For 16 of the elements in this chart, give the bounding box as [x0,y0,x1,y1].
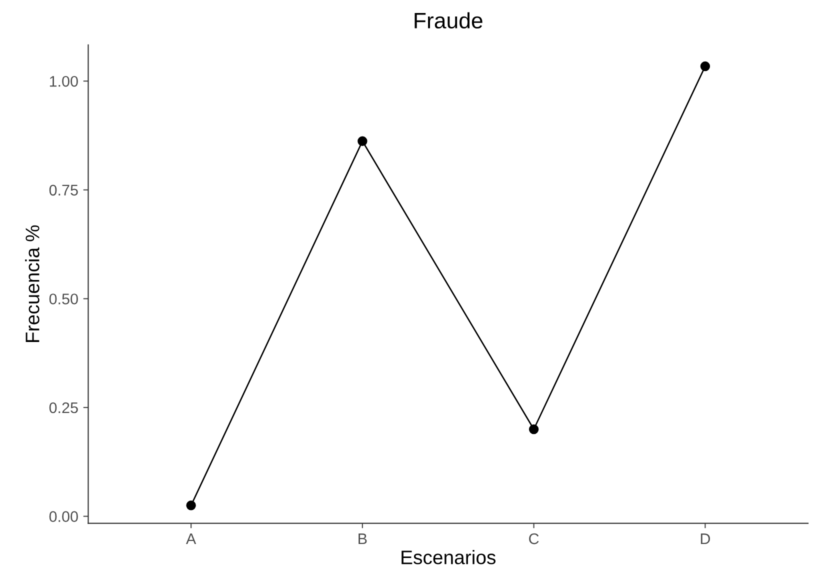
y-tick-label: 0.25 [49,402,78,414]
y-tick-label: 0.50 [49,294,78,304]
x-tick-label: A [186,534,196,544]
point [528,424,539,434]
y-tick-label: 1.00 [50,76,78,87]
x-tick-label: D [700,534,710,544]
x-axis-title: Escenarios [402,550,496,564]
chart-title: Fraude [414,12,482,29]
point [358,136,368,146]
y-axis-title: Frecuencia % [25,225,40,342]
y-tick-label: 0.00 [49,511,78,522]
x-tick-label: C [529,533,539,544]
x-tick-label: B [358,534,367,544]
point [186,500,196,510]
y-tick-label: 0.75 [49,184,78,196]
point [700,61,710,72]
